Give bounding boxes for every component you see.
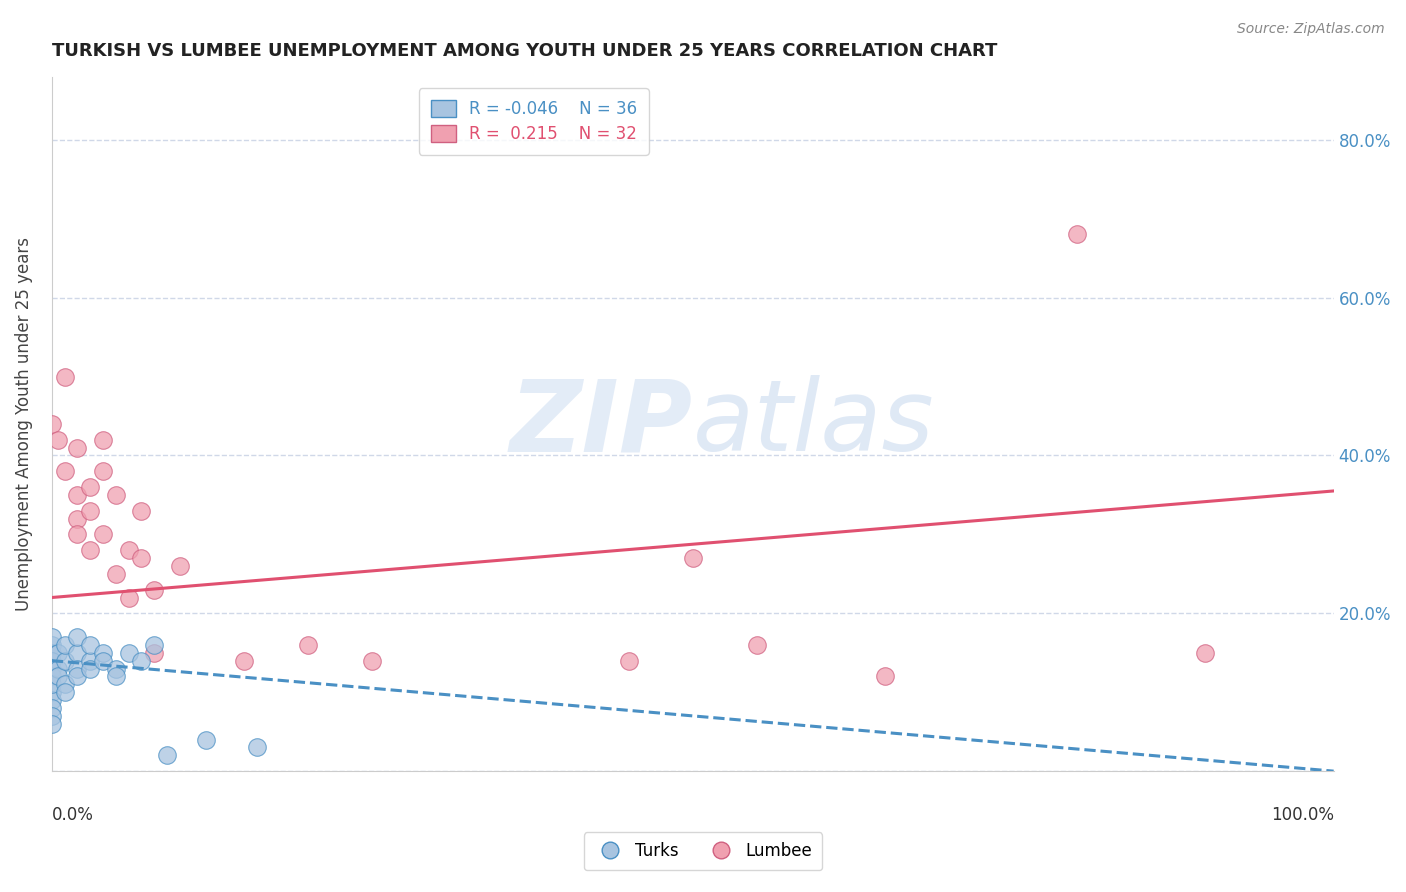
Point (246, 740, 269, 755)
Point (118, 543, 141, 558)
Point (745, 638, 768, 652)
Point (41, 709, 63, 723)
Point (79, 654, 101, 668)
Point (41, 669, 63, 683)
Point (66, 669, 89, 683)
Point (104, 488, 127, 502)
Point (1066, 227, 1088, 242)
Point (66, 630, 89, 644)
Text: Source: ZipAtlas.com: Source: ZipAtlas.com (1237, 22, 1385, 37)
Point (79, 661, 101, 675)
Y-axis label: Unemployment Among Youth under 25 years: Unemployment Among Youth under 25 years (15, 237, 32, 611)
Point (79, 638, 101, 652)
Legend: R = -0.046    N = 36, R =  0.215    N = 32: R = -0.046 N = 36, R = 0.215 N = 32 (419, 88, 648, 154)
Point (361, 654, 384, 668)
Point (41, 638, 63, 652)
Point (91, 527, 114, 541)
Point (41, 685, 63, 699)
Point (1194, 646, 1216, 660)
Point (131, 504, 153, 518)
Point (41, 654, 63, 668)
Point (53, 677, 76, 691)
Point (104, 669, 127, 683)
Point (104, 566, 127, 581)
Point (104, 661, 127, 675)
Point (46, 661, 69, 675)
Point (169, 558, 191, 573)
Point (46, 433, 69, 447)
Text: TURKISH VS LUMBEE UNEMPLOYMENT AMONG YOUTH UNDER 25 YEARS CORRELATION CHART: TURKISH VS LUMBEE UNEMPLOYMENT AMONG YOU… (52, 42, 997, 60)
Point (79, 480, 101, 494)
Point (91, 464, 114, 478)
Point (91, 433, 114, 447)
Point (41, 646, 63, 660)
Point (91, 654, 114, 668)
Point (41, 417, 63, 431)
Point (41, 661, 63, 675)
Point (131, 551, 153, 566)
Point (53, 685, 76, 699)
Point (41, 716, 63, 731)
Point (53, 654, 76, 668)
Point (46, 669, 69, 683)
Point (79, 504, 101, 518)
Point (79, 543, 101, 558)
Point (53, 369, 76, 384)
Point (46, 646, 69, 660)
Point (118, 646, 141, 660)
Text: 0.0%: 0.0% (52, 805, 94, 824)
Point (91, 646, 114, 660)
Point (143, 582, 166, 597)
Point (66, 661, 89, 675)
Point (131, 654, 153, 668)
Legend: Turks, Lumbee: Turks, Lumbee (583, 832, 823, 871)
Point (682, 551, 704, 566)
Point (53, 638, 76, 652)
Text: atlas: atlas (693, 376, 935, 473)
Point (66, 488, 89, 502)
Point (66, 527, 89, 541)
Point (156, 748, 179, 763)
Point (66, 441, 89, 455)
Point (617, 654, 640, 668)
Text: 100.0%: 100.0% (1271, 805, 1334, 824)
Point (233, 654, 256, 668)
Point (66, 511, 89, 525)
Point (66, 646, 89, 660)
Point (41, 630, 63, 644)
Point (41, 701, 63, 715)
Point (41, 693, 63, 707)
Text: ZIP: ZIP (510, 376, 693, 473)
Point (297, 638, 319, 652)
Point (873, 669, 896, 683)
Point (143, 638, 166, 652)
Point (118, 591, 141, 605)
Point (194, 732, 217, 747)
Point (53, 464, 76, 478)
Point (143, 646, 166, 660)
Point (41, 677, 63, 691)
